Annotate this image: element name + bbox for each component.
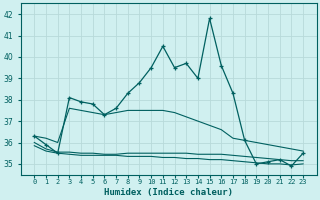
X-axis label: Humidex (Indice chaleur): Humidex (Indice chaleur) bbox=[104, 188, 233, 197]
